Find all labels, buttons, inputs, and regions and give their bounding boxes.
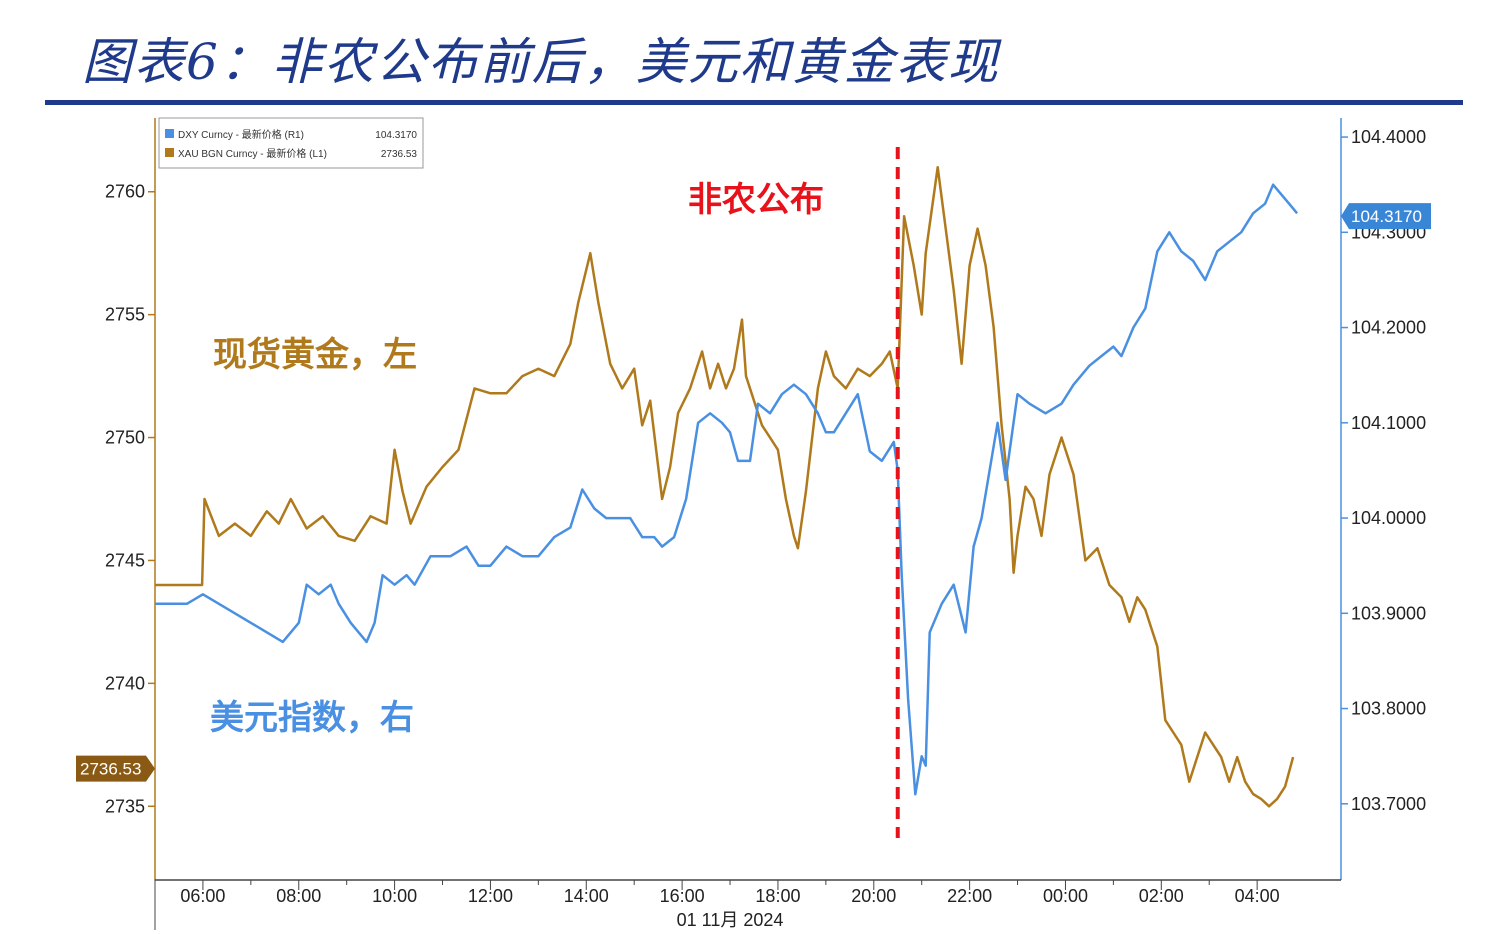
legend-label-dxy: DXY Curncy - 最新价格 (R1): [178, 128, 304, 141]
last-value-dxy: 104.3170: [1351, 207, 1422, 226]
x-tick-label: 20:00: [851, 886, 896, 906]
last-value-tag-dxy: 104.3170: [1341, 203, 1431, 230]
right-tick-label: 103.9000: [1351, 603, 1426, 623]
x-tick-label: 08:00: [276, 886, 321, 906]
axes-group: 2735 2740 2745 2750 2755 2760 103.7000 103.8000…: [105, 118, 1426, 930]
left-tick-label: 2740: [105, 673, 145, 693]
x-axis-date-label: 01 11月 2024: [677, 910, 784, 930]
right-tick-label: 104.1000: [1351, 413, 1426, 433]
title-underline: [45, 100, 1463, 105]
right-tick-label: 104.4000: [1351, 127, 1426, 147]
dxy-annotation: 美元指数，右: [210, 698, 414, 738]
x-tick-label: 06:00: [180, 886, 225, 906]
last-value-gold: 2736.53: [80, 760, 141, 779]
legend-swatch-dxy: [165, 129, 174, 138]
left-tick-label: 2760: [105, 182, 145, 202]
last-value-tag-gold: 2736.53: [76, 755, 155, 782]
left-tick-label: 2735: [105, 796, 145, 816]
x-tick-label: 22:00: [947, 886, 992, 906]
x-tick-label: 16:00: [660, 886, 705, 906]
x-tick-label: 12:00: [468, 886, 513, 906]
left-tick-label: 2755: [105, 305, 145, 325]
x-tick-label: 00:00: [1043, 886, 1088, 906]
legend: DXY Curncy - 最新价格 (R1) 104.3170 XAU BGN …: [158, 117, 424, 169]
figure-title: 图表6：非农公布前后，美元和黄金表现: [82, 33, 1000, 91]
x-tick-label: 02:00: [1139, 886, 1184, 906]
series-line-gold: [155, 165, 1295, 808]
gold-annotation: 现货黄金，左: [213, 335, 417, 375]
left-tick-label: 2750: [105, 428, 145, 448]
legend-value-gold: 2736.53: [381, 149, 418, 160]
legend-label-gold: XAU BGN Curncy - 最新价格 (L1): [178, 147, 327, 160]
right-tick-label: 104.2000: [1351, 318, 1426, 338]
right-tick-label: 104.0000: [1351, 508, 1426, 528]
event-label: 非农公布: [688, 180, 824, 220]
right-tick-label: 103.8000: [1351, 699, 1426, 719]
legend-value-dxy: 104.3170: [375, 130, 417, 141]
series-line-dxy: [155, 183, 1299, 796]
right-tick-label: 103.7000: [1351, 794, 1426, 814]
x-tick-label: 14:00: [564, 886, 609, 906]
x-tick-label: 04:00: [1235, 886, 1280, 906]
x-tick-label: 10:00: [372, 886, 417, 906]
legend-swatch-gold: [165, 148, 174, 157]
x-tick-label: 18:00: [755, 886, 800, 906]
left-tick-label: 2745: [105, 550, 145, 570]
series-lines: [155, 165, 1299, 808]
